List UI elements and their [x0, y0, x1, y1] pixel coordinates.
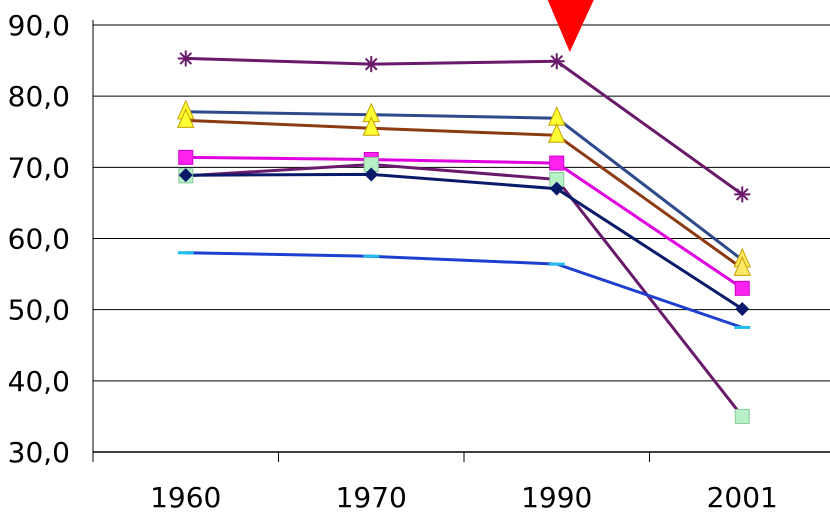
data-point [735, 301, 750, 316]
x-tick-label: 2001 [707, 481, 778, 514]
y-tick-label: 80,0 [8, 80, 70, 113]
data-point [178, 168, 193, 183]
y-tick-label: 90,0 [8, 9, 70, 42]
data-point [362, 115, 381, 136]
x-tick-label: 1990 [521, 481, 592, 514]
series-line [185, 162, 744, 418]
x-tick-labels: 1960 1970 1990 2001 [150, 481, 778, 514]
data-point [177, 50, 194, 67]
data-point [734, 325, 751, 329]
y-tick-labels: 30,0 40,0 50,0 60,0 70,0 80,0 90,0 [8, 9, 70, 469]
data-point [734, 408, 750, 424]
y-tick-label: 70,0 [8, 151, 70, 184]
series-line [185, 56, 744, 196]
y-tick-label: 60,0 [8, 223, 70, 256]
data-point [363, 56, 380, 73]
series-markers [176, 50, 752, 424]
series-line [185, 155, 744, 290]
annotation-arrow [547, 0, 594, 52]
y-tick-label: 50,0 [8, 294, 70, 327]
data-point [734, 186, 751, 203]
data-point [177, 251, 194, 255]
data-point [547, 123, 566, 143]
x-tick-label: 1960 [150, 481, 221, 514]
red-arrow-icon [547, 0, 594, 52]
data-point [549, 155, 565, 171]
series-lines [185, 56, 744, 418]
data-point [547, 105, 566, 126]
data-point [548, 262, 565, 266]
data-point [364, 167, 379, 182]
data-point [549, 181, 564, 196]
data-point [548, 53, 565, 70]
series-line [185, 118, 744, 270]
y-tick-label: 30,0 [8, 436, 70, 469]
data-point [176, 108, 195, 128]
x-tick-label: 1970 [336, 481, 407, 514]
series-line [185, 172, 744, 311]
series-line [185, 251, 743, 329]
data-point [178, 149, 194, 165]
axes [92, 20, 830, 462]
series-line [185, 110, 744, 262]
data-point [733, 256, 752, 276]
y-tick-label: 40,0 [8, 365, 70, 398]
data-point [363, 254, 380, 258]
grid-lines [93, 24, 830, 382]
data-point [734, 280, 750, 296]
